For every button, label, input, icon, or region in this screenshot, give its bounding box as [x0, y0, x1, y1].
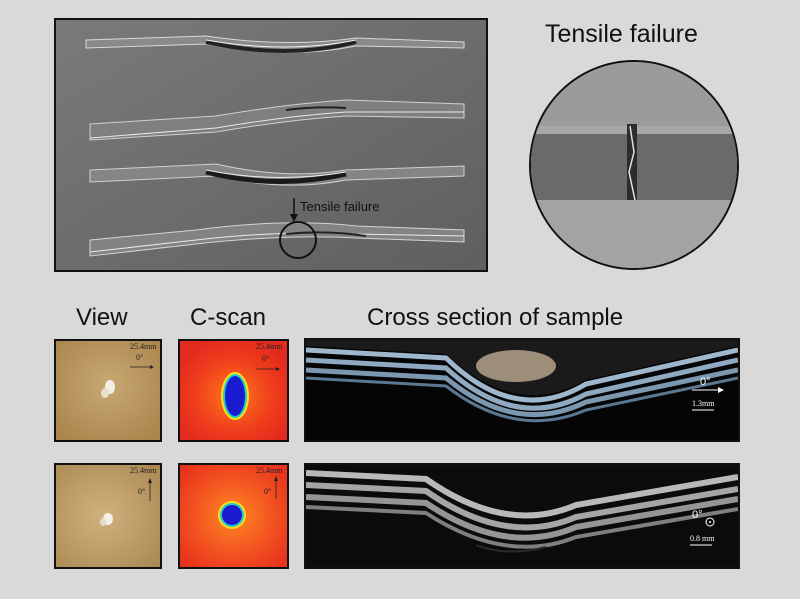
specimen-strip-1 — [85, 35, 465, 54]
cscan-scale-label-row1: 25.4mm — [256, 342, 283, 351]
section-angle-label-row2: 0° — [692, 509, 703, 521]
view-image-row1: 25.4mm 0° — [54, 339, 162, 442]
tensile-failure-annotation: Tensile failure — [300, 199, 380, 214]
zoom-title: Tensile failure — [545, 20, 698, 48]
cross-section-image-row2: 0° 0.8 mm — [304, 463, 740, 569]
cscan-scale-label-row2: 25.4mm — [256, 466, 283, 475]
view-column-heading: View — [76, 304, 128, 331]
section-angle-label-row1: 0° — [700, 376, 711, 388]
section-scale-label-row1: 1.3mm — [692, 399, 715, 408]
view-angle-label-row1: 0° — [136, 353, 144, 362]
view-scale-label-row2: 25.4mm — [130, 466, 157, 475]
cross-section-image-row1: 0° 1.3mm — [304, 338, 740, 442]
specimen-photo-panel: Tensile failure — [54, 18, 488, 272]
specimen-strip-2 — [89, 99, 465, 141]
section-scale-label-row2: 0.8 mm — [690, 534, 715, 543]
cscan-angle-label-row2: 0° — [264, 487, 272, 496]
failure-marker-circle — [279, 221, 317, 259]
cscan-column-heading: C-scan — [190, 304, 267, 331]
cross-section-column-heading: Cross section of sample — [367, 304, 624, 331]
specimen-photo — [56, 20, 486, 270]
specimen-strip-3 — [89, 163, 465, 186]
cscan-image-row1: 25.4mm 0° — [178, 339, 289, 442]
view-scale-label-row1: 25.4mm — [130, 342, 157, 351]
cscan-image-row2: 25.4mm 0° — [178, 463, 289, 569]
view-image-row2: 25.4mm 0° — [54, 463, 162, 569]
cscan-angle-label-row1: 0° — [262, 354, 270, 363]
zoom-circle — [529, 60, 739, 270]
view-angle-label-row2: 0° — [138, 487, 146, 496]
